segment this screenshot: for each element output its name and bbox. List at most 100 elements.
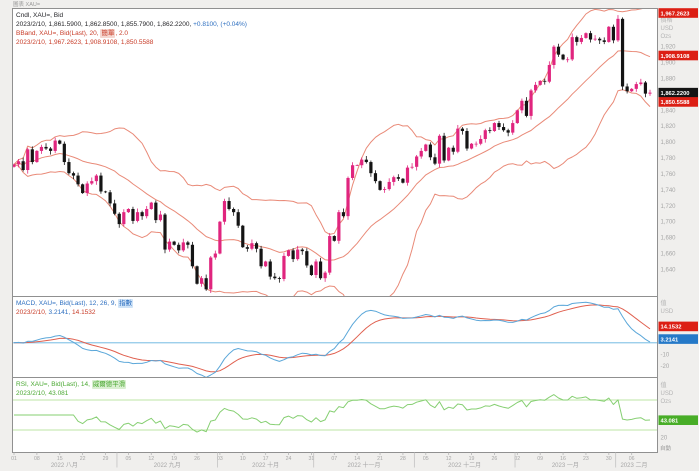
price-axis-badge-bg [658,50,698,61]
candle-body [428,144,432,158]
price-axis-badge: 1,908.9108 [661,54,691,60]
rsi-series-label: RSI, XAU=, Bid(Last), 14, [16,381,92,388]
candle-body [300,249,304,252]
macd-axis-badge: 3.2141 [661,337,680,343]
candle-body [291,250,295,260]
month-label: 2023 二月 [620,462,647,469]
candle-body [318,261,323,279]
price-axis-tick: 1,720 [661,204,677,210]
candle-body [479,138,483,144]
candle-body [598,38,602,41]
month-label: 2022 九月 [154,461,181,469]
candle-body [424,144,428,151]
candle-body [209,257,213,290]
candle-body [483,130,487,139]
candle-body [108,192,112,204]
candle-body [419,150,423,157]
candle-body [218,221,222,254]
axis-unit-label: Ozs [661,34,672,40]
macd-signal-line [13,304,651,373]
price-axis-tick: 1,880 [661,77,677,83]
bollinger-upper-line [13,9,643,235]
price-axis-tick: 1,760 [661,172,677,178]
candle-body [602,40,606,42]
price-pane [13,9,652,296]
candle-body [309,265,314,276]
rsi-axis-badge-bg [658,415,698,425]
candle-body [543,80,547,82]
price-axis-tick: 1,660 [661,252,677,258]
candle-body [181,242,185,251]
candle-body [387,181,391,190]
candle-body [511,123,515,133]
macd-date: 2023/2/10, [16,309,49,316]
macd-axis-badge-bg [658,321,698,332]
day-tick-label: 06 [629,456,635,462]
macd-ma-type-chip[interactable]: 指數 [118,299,134,308]
candle-body [268,261,272,277]
macd-legend: MACD, XAU=, Bid(Last), 12, 26, 9, 指數 202… [16,299,134,317]
candle-body [620,18,625,87]
macd-axis-badge-bg [658,334,698,344]
candle-body [616,18,620,41]
candle-body [213,253,217,258]
candle-body [607,26,611,42]
price-axis-tick: 1,780 [661,156,677,162]
rsi-axis-tick: 20 [661,436,668,442]
candle-body [437,135,442,164]
candle-body [259,248,263,267]
candle-body [26,149,30,171]
candle-body [103,191,108,193]
axis-auto-mode-button[interactable]: 自動 [660,446,672,452]
candle-body [515,110,519,124]
candle-body [538,80,542,85]
candle-body [126,208,130,213]
day-tick-label: 02 [514,456,520,462]
day-tick-label: 29 [103,456,109,462]
candle-body [131,208,135,221]
candle-body [250,243,254,249]
candle-body [236,212,240,226]
macd-signal-value: 14.1532 [72,309,96,316]
candle-body [506,130,510,133]
rsi-smoothing-chip[interactable]: 威爾德平滑 [91,380,127,389]
candle-body [552,46,556,65]
candle-body [465,131,469,149]
candle-body [456,128,460,152]
candle-body [364,159,368,163]
candle-body [35,150,39,163]
day-tick-label: 22 [80,456,86,462]
day-tick-label: 30 [606,456,612,462]
price-axis-badge: 1,850.5588 [661,100,691,106]
day-tick-label: 12 [148,456,154,462]
candle-body [90,181,94,184]
candle-body [204,278,208,290]
bband-ma-type-chip[interactable]: 簡單 [100,29,116,38]
price-axis-badge-bg [658,97,698,107]
day-tick-label: 12 [446,456,452,462]
candle-body [245,247,249,249]
candle-body [579,37,583,42]
candle-body [360,159,364,166]
day-tick-label: 08 [34,456,40,462]
candle-body [44,146,48,149]
candle-body [286,250,291,256]
candle-body [588,33,593,40]
candle-body [451,147,455,152]
day-tick-label: 31 [309,456,315,462]
macd-axis-tick: -10 [661,352,670,358]
candle-body [13,164,16,167]
candle-body [99,175,103,192]
month-label: 2022 十一月 [348,461,381,469]
candle-body [383,189,387,190]
candle-body [593,38,597,40]
day-tick-label: 26 [492,456,498,462]
candle-body [524,100,529,116]
candle-body [145,208,149,217]
candle-body [135,212,140,221]
candle-body [122,212,126,225]
price-axis-tick: 1,740 [661,188,677,194]
rsi-legend: RSI, XAU=, Bid(Last), 14, 威爾德平滑 2023/2/1… [16,380,127,398]
